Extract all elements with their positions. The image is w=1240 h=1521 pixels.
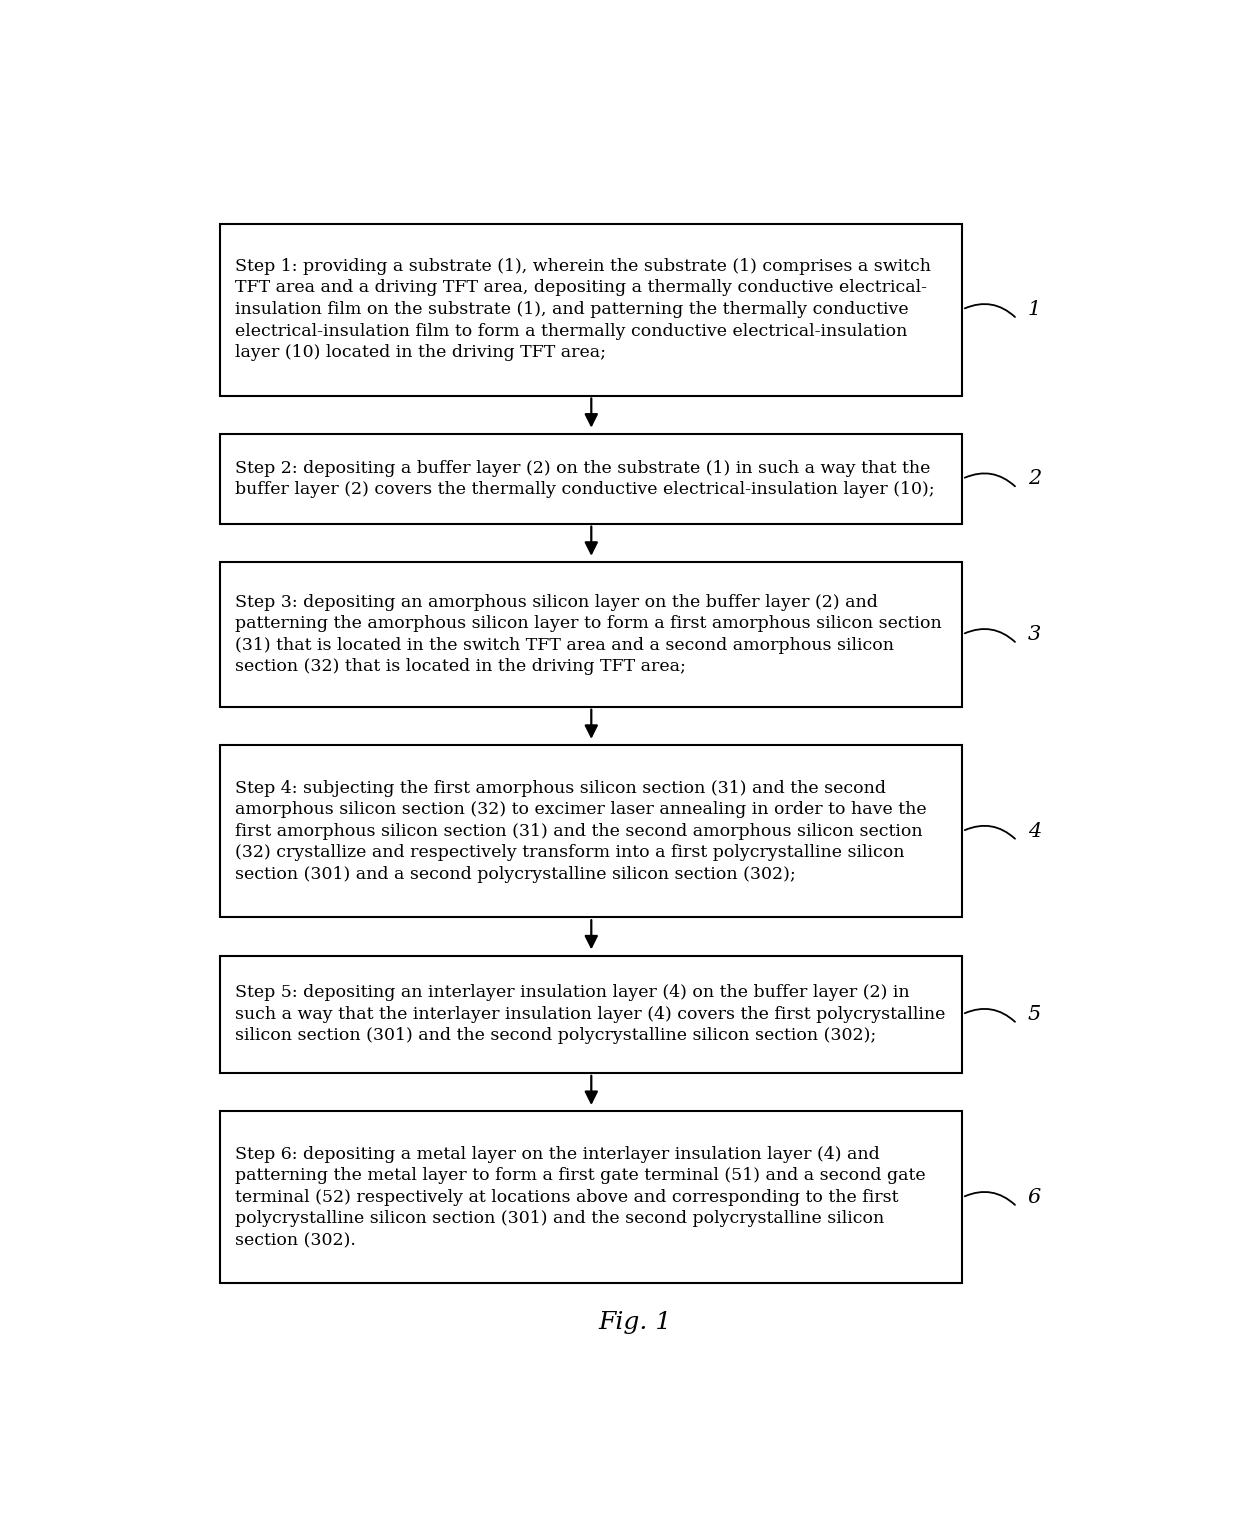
Bar [221,955,962,1072]
Text: Fig. 1: Fig. 1 [599,1311,672,1334]
Text: 1: 1 [1028,300,1040,319]
Text: 6: 6 [1028,1188,1040,1208]
Text: Step 2: depositing a buffer layer (2) on the substrate (1) in such a way that th: Step 2: depositing a buffer layer (2) on… [234,459,935,499]
Bar [221,563,962,707]
Text: Step 5: depositing an interlayer insulation layer (4) on the buffer layer (2) in: Step 5: depositing an interlayer insulat… [234,984,945,1045]
Bar [221,1112,962,1284]
Text: Step 4: subjecting the first amorphous silicon section (31) and the second
amorp: Step 4: subjecting the first amorphous s… [234,780,926,882]
Text: 2: 2 [1028,470,1040,488]
Bar [221,224,962,395]
Bar [221,433,962,523]
Text: 5: 5 [1028,1005,1040,1024]
Text: Step 6: depositing a metal layer on the interlayer insulation layer (4) and
patt: Step 6: depositing a metal layer on the … [234,1145,925,1249]
Text: Step 3: depositing an amorphous silicon layer on the buffer layer (2) and
patter: Step 3: depositing an amorphous silicon … [234,593,941,675]
Text: 3: 3 [1028,625,1040,643]
Text: 4: 4 [1028,821,1040,841]
Text: Step 1: providing a substrate (1), wherein the substrate (1) comprises a switch
: Step 1: providing a substrate (1), where… [234,259,931,360]
Bar [221,745,962,917]
